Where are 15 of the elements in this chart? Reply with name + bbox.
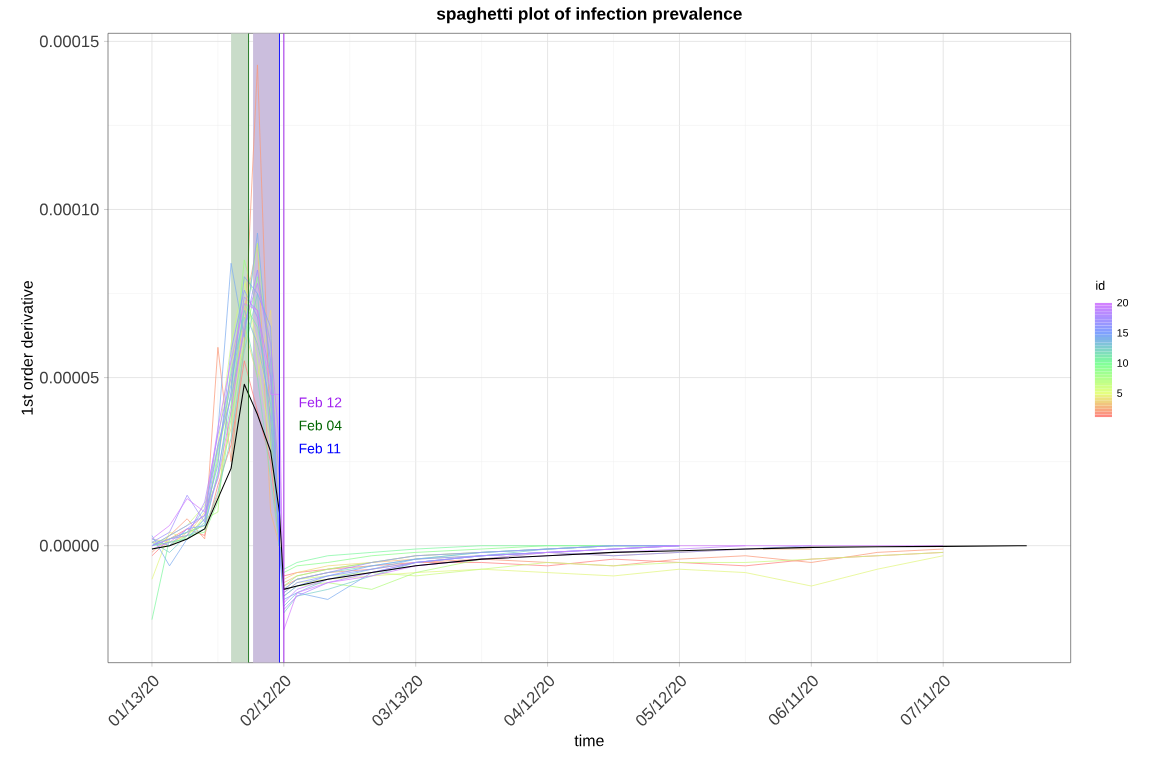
ref-line-label: Feb 11 [299,443,341,454]
y-tick-label: 0.00005 [39,371,99,384]
x-axis-title: time [574,734,604,747]
y-tick-label: 0.00015 [39,35,99,48]
color-bar-label: 20 [1117,298,1129,307]
ref-line-label: Feb 12 [299,397,342,408]
y-tick-label: 0.00000 [39,539,99,552]
y-tick-label: 0.00010 [39,203,99,216]
chart-title: spaghetti plot of infection prevalence [436,7,742,24]
color-bar-label: 15 [1117,329,1129,337]
ref-line-label: Feb 04 [299,420,342,431]
color-bar-label: 10 [1117,359,1129,367]
y-axis-title: 1st order derivative [21,280,33,415]
color-bar-title: id [1096,280,1105,290]
color-bar-label: 5 [1117,389,1123,397]
